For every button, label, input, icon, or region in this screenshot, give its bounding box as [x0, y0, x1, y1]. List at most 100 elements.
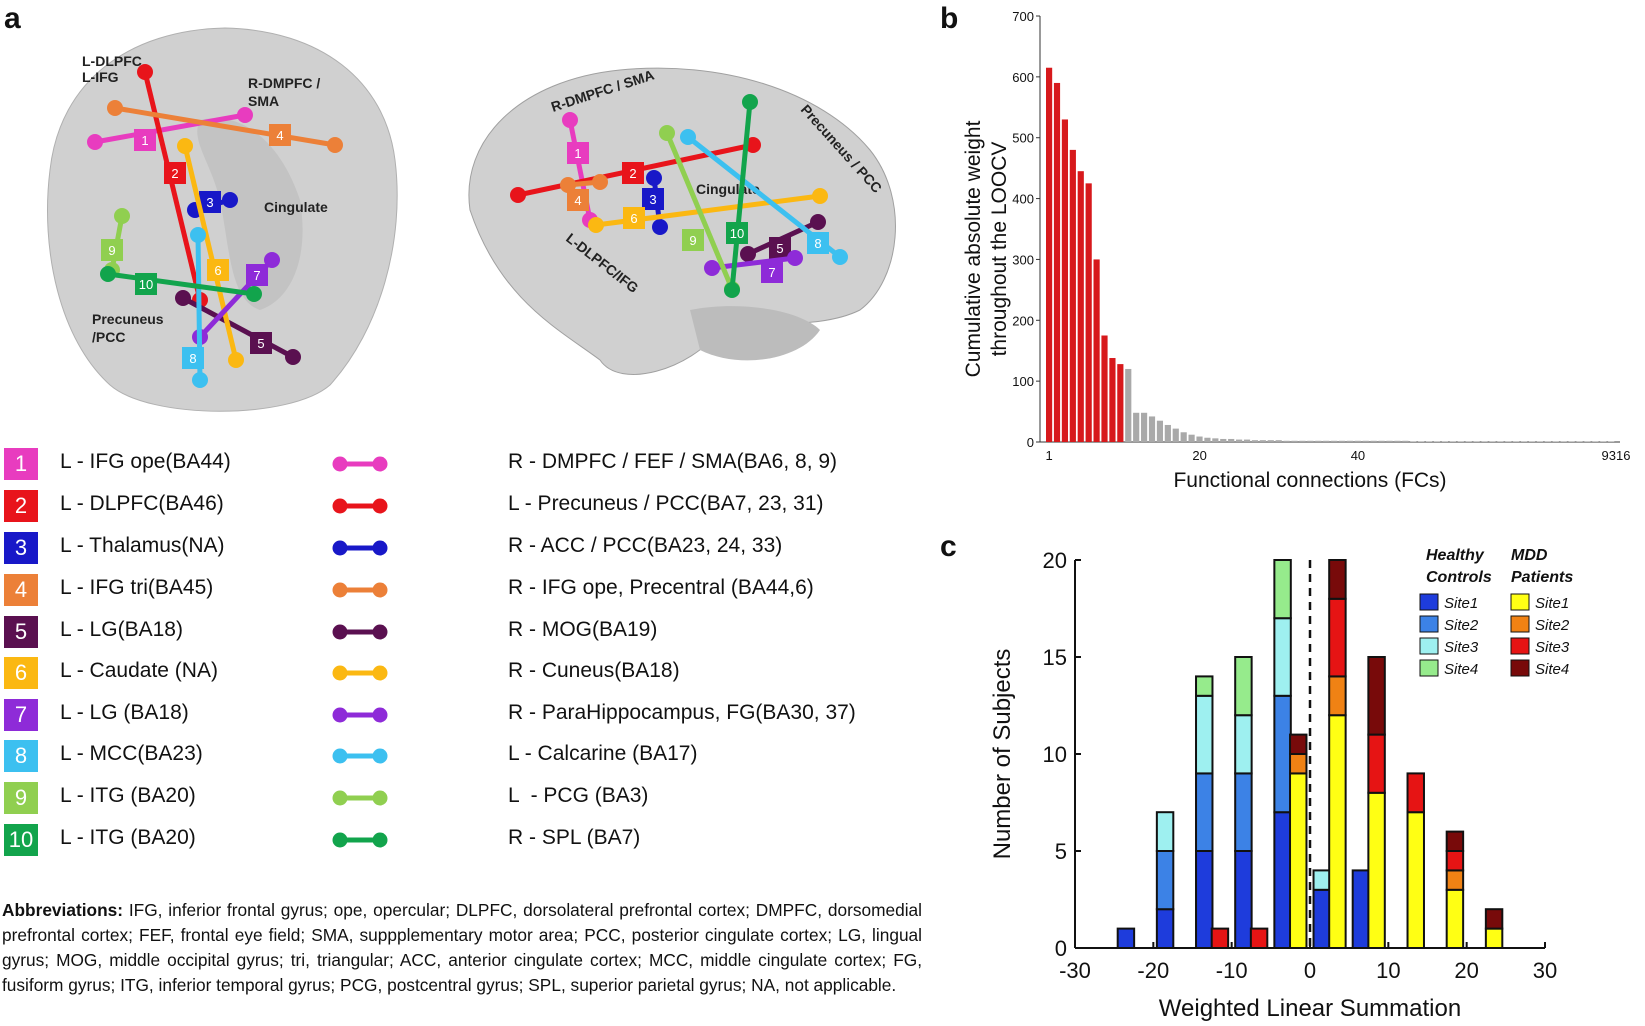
b-y-tick-label: 600 — [1012, 70, 1034, 85]
legend-number-badge: 9 — [4, 782, 38, 814]
brain-connection-number: 4 — [574, 193, 581, 208]
axial-label-ifg: L-IFG — [82, 69, 119, 85]
brain-connection-number: 1 — [141, 133, 148, 148]
brain-connection-number: 7 — [768, 265, 775, 280]
brain-connection-7: 7 — [704, 250, 803, 283]
b-bar — [1220, 438, 1227, 442]
axial-label-pcc: /PCC — [92, 329, 125, 345]
b-y-tick-label: 700 — [1012, 9, 1034, 24]
b-bar — [1046, 67, 1053, 442]
legend-row-3: 3 L - Thalamus(NA) R - ACC / PCC(BA23, 24,… — [2, 532, 922, 564]
legend-number-badge: 1 — [4, 448, 38, 480]
b-bar — [1338, 440, 1346, 442]
b-bar — [1600, 441, 1607, 442]
b-bar — [1576, 441, 1583, 442]
brain-connection-number: 2 — [629, 166, 636, 181]
legend-target-region: L - PCG (BA3) — [508, 784, 649, 807]
b-x-tick-label: 9316 — [1602, 448, 1631, 463]
b-bar — [1386, 440, 1393, 442]
legend-target-region: R - ParaHippocampus, FG(BA30, 37) — [508, 701, 856, 724]
legend-connection-icon — [332, 624, 388, 640]
c-legend-group-title: Controls — [1426, 569, 1492, 586]
legend-target-region: R - ACC / PCC(BA23, 24, 33) — [508, 534, 783, 557]
b-x-tick-label: 40 — [1351, 448, 1365, 463]
c-legend-swatch — [1419, 637, 1439, 655]
b-bar — [1180, 432, 1187, 442]
brain-connection-2: 2 — [137, 64, 208, 308]
legend-number-badge: 5 — [4, 616, 38, 648]
c-legend-entry-label: Site1 — [1444, 595, 1478, 612]
b-y-axis-title-line1: Cumulative absolute weight — [962, 120, 985, 377]
b-bar — [1481, 441, 1488, 442]
c-bar-segment — [1195, 772, 1214, 853]
c-y-tick-label: 10 — [1043, 742, 1067, 767]
c-bar-segment — [1445, 850, 1465, 872]
b-x-axis-title: Functional connections (FCs) — [1173, 469, 1446, 492]
c-bar-segment — [1367, 733, 1386, 794]
c-bar-segment — [1445, 830, 1465, 852]
c-bar-segment — [1445, 888, 1465, 949]
b-bar — [1061, 119, 1069, 442]
legend-connection-icon — [332, 456, 388, 472]
legend-connection-icon — [332, 832, 388, 848]
legend-row-4: 4 L - IFG tri(BA45) R - IFG ope, Precentra… — [2, 574, 922, 606]
abbreviations-heading: Abbreviations: — [2, 900, 123, 920]
c-bar-segment — [1234, 714, 1253, 775]
b-bar — [1053, 82, 1061, 442]
panel-c-label: c — [940, 530, 957, 563]
legend-number-badge: 4 — [4, 574, 38, 606]
brain-connection-number: 10 — [730, 226, 744, 241]
b-bar — [1362, 440, 1369, 442]
c-bar-segment — [1234, 656, 1253, 717]
b-bar — [1560, 441, 1567, 442]
c-legend-entry-label: Site3 — [1444, 639, 1479, 656]
c-legend-swatch — [1510, 637, 1530, 655]
c-bar-segment — [1289, 772, 1308, 950]
legend-source-region: L - IFG ope(BA44) — [60, 450, 231, 473]
legend-connection-icon — [332, 665, 388, 681]
brain-connection-figure: L-DLPFC L-IFG R-DMPFC / SMA Cingulate Pr… — [47, 27, 896, 412]
c-bar-segment — [1484, 927, 1504, 949]
brain-connection-number: 2 — [171, 166, 178, 181]
brain-connection-number: 8 — [814, 236, 821, 251]
b-bar — [1489, 441, 1496, 442]
b-bar — [1441, 441, 1449, 442]
c-legend-entry-label: Site2 — [1444, 617, 1479, 634]
b-bar — [1077, 171, 1084, 442]
c-legend-entry-label: Site4 — [1535, 661, 1569, 678]
c-bar-segment — [1116, 927, 1136, 949]
b-y-axis-title-line2: throughout the LOOCV — [988, 142, 1011, 357]
c-bar-segment — [1234, 772, 1253, 853]
legend-source-region: L - Thalamus(NA) — [60, 534, 225, 557]
brain-connection-number: 8 — [189, 351, 196, 366]
b-bar — [1228, 438, 1235, 442]
legend-connection-icon — [332, 582, 388, 598]
brain-connection-4: 4 — [560, 174, 608, 211]
b-bar — [1331, 440, 1338, 442]
b-bar — [1101, 335, 1108, 442]
c-legend-swatch — [1419, 593, 1439, 611]
legend-target-region: L - Precuneus / PCC(BA7, 23, 31) — [508, 492, 824, 515]
b-bar — [1433, 441, 1441, 442]
c-bar-segment — [1328, 597, 1347, 678]
b-bar — [1528, 441, 1536, 442]
b-bar — [1608, 441, 1615, 442]
b-x-tick-label: 20 — [1192, 448, 1206, 463]
c-legend-group-title: MDD — [1511, 547, 1548, 564]
b-bar — [1536, 441, 1544, 442]
c-legend-swatch — [1510, 659, 1530, 677]
b-bar — [1513, 441, 1520, 442]
legend-source-region: L - Caudate (NA) — [60, 659, 218, 682]
legend-row-7: 7 L - LG (BA18) R - ParaHippocampus, FG(BA… — [2, 699, 922, 731]
c-x-tick-label: 0 — [1304, 958, 1316, 983]
brain-connection-number: 9 — [689, 233, 696, 248]
c-x-tick-label: 30 — [1533, 958, 1557, 983]
b-bar — [1148, 416, 1156, 442]
c-legend-group-title: Patients — [1511, 569, 1573, 586]
brain-connection-6: 6 — [177, 138, 244, 368]
b-bar — [1259, 440, 1266, 442]
b-bar — [1156, 420, 1164, 442]
c-bar-segment — [1484, 908, 1504, 930]
b-bar — [1188, 434, 1195, 442]
abbreviations-text: IFG, inferior frontal gyrus; ope, opercu… — [2, 900, 922, 995]
